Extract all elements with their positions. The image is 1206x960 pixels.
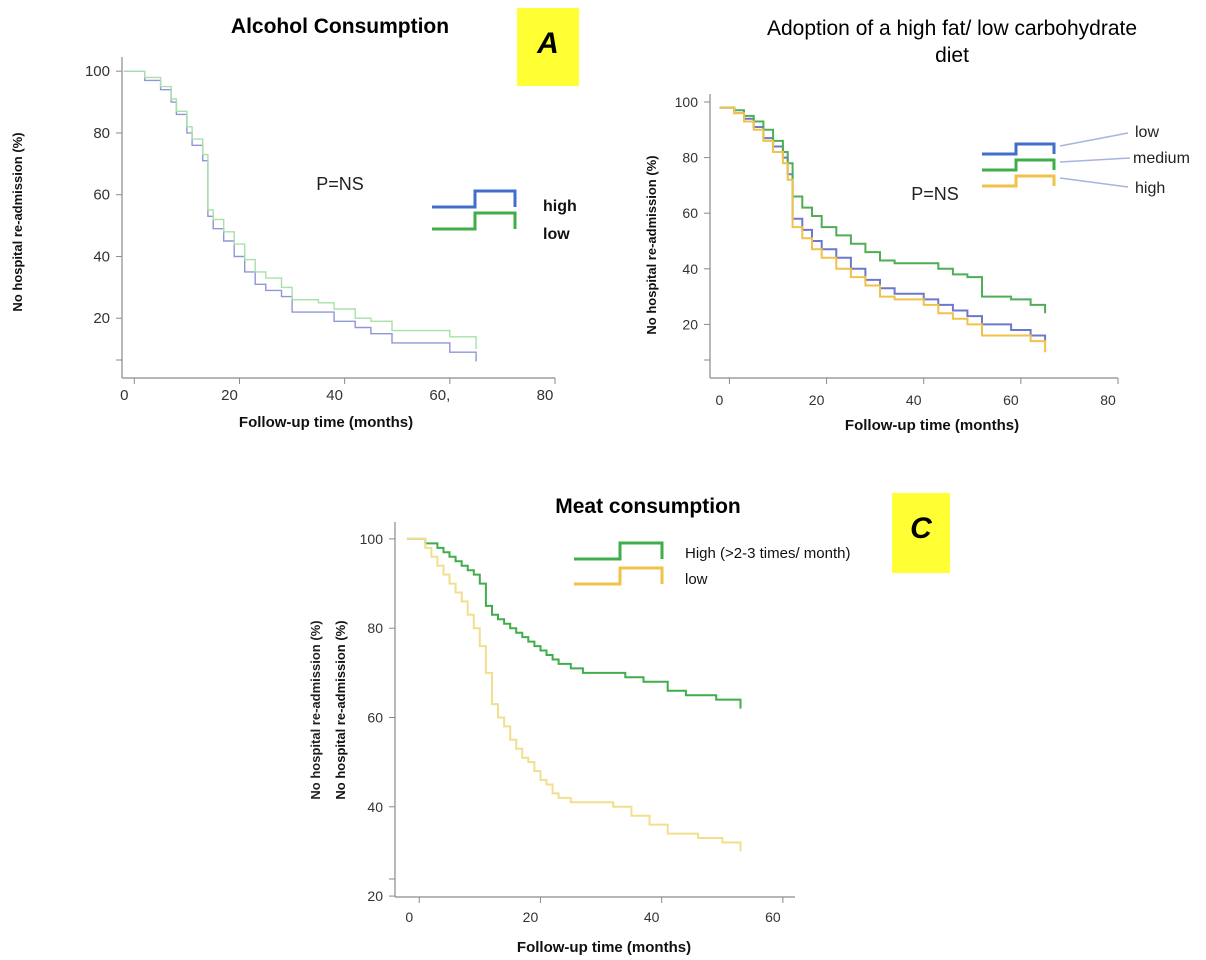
legend-label: low — [543, 226, 570, 243]
legend-label: high — [543, 198, 577, 215]
chart-title-line-1: Adoption of a high fat/ low carbohydrate — [767, 17, 1137, 40]
legend-label: High (>2-3 times/ month) — [685, 545, 850, 562]
legend-leader-line — [1059, 177, 1129, 188]
km-curve-medium — [719, 106, 1047, 314]
y-tick-label: 80 — [93, 125, 110, 142]
legend-label: low — [685, 571, 708, 588]
x-tick-label: 0 — [716, 392, 724, 408]
x-tick-label: 40 — [326, 387, 343, 404]
x-tick-label: 20 — [221, 387, 238, 404]
legend-swatch — [982, 158, 1056, 172]
legend-label: low — [1135, 124, 1159, 141]
legend-swatch — [574, 541, 664, 561]
y-tick-label: 100 — [675, 94, 699, 110]
y-tick-label: 60 — [682, 205, 698, 221]
x-tick-label: 20 — [523, 909, 539, 925]
panel-label-badge — [517, 8, 579, 86]
panel-high-fat-diet: Adoption of a high fat/ low carbohydrate… — [644, 17, 1190, 434]
y-tick-label: 40 — [93, 248, 110, 265]
y-tick-label: 40 — [682, 261, 698, 277]
legend-swatch — [432, 211, 517, 231]
x-tick-label: 60, — [429, 387, 450, 404]
chart-title: Alcohol Consumption — [231, 15, 449, 38]
km-curve-low — [123, 70, 477, 350]
panel-alcohol-consumption: Alcohol Consumption A 20 40 60 80 100 0 20 40 60, 8… — [10, 8, 579, 431]
panel-label: A — [536, 27, 559, 60]
y-tick-label: 40 — [367, 799, 383, 815]
chart-title: Meat consumption — [555, 495, 741, 518]
legend-label: high — [1135, 180, 1165, 197]
y-axis-label: No hospital re-admission (%) — [333, 620, 348, 799]
x-tick-label: 0 — [120, 387, 128, 404]
x-tick-label: 40 — [906, 392, 922, 408]
x-axis-label: Follow-up time (months) — [517, 939, 691, 956]
x-tick-label: 40 — [644, 909, 660, 925]
x-tick-label: 80 — [1100, 392, 1116, 408]
panel-label: C — [910, 512, 933, 545]
p-value-annotation: P=NS — [316, 174, 364, 194]
legend-swatch — [982, 142, 1056, 156]
y-tick-label: 20 — [682, 316, 698, 332]
y-tick-label: 100 — [360, 531, 384, 547]
x-tick-label: 60 — [765, 909, 781, 925]
km-curve-high — [123, 70, 477, 362]
panel-meat-consumption: Meat consumption C 20 40 60 80 100 0 20 40 60 Follo… — [308, 493, 950, 956]
y-axis-label: No hospital re-admission (%) — [10, 132, 25, 311]
y-axis-label-duplicate: No hospital re-admission (%) — [308, 620, 323, 799]
legend-leader-line — [1059, 157, 1131, 163]
y-tick-label: 100 — [85, 63, 110, 80]
legend-swatch — [982, 174, 1056, 188]
legend-swatch — [574, 566, 664, 586]
km-curve-low — [407, 537, 742, 852]
x-tick-label: 80 — [537, 387, 554, 404]
y-tick-label: 20 — [93, 310, 110, 327]
legend-leader-line — [1059, 132, 1129, 147]
legend-label: medium — [1133, 150, 1190, 167]
y-axis-label: No hospital re-admission (%) — [644, 155, 659, 334]
panel-label-badge — [892, 493, 950, 573]
x-tick-label: 20 — [809, 392, 825, 408]
x-tick-label: 60 — [1003, 392, 1019, 408]
x-tick-label: 0 — [405, 909, 413, 925]
chart-title-line-2: diet — [935, 44, 969, 67]
y-tick-label: 60 — [93, 187, 110, 204]
km-curve-high — [407, 537, 742, 709]
km-curve-high — [719, 106, 1047, 353]
y-tick-label: 80 — [682, 150, 698, 166]
legend-swatch — [432, 189, 517, 209]
x-axis-label: Follow-up time (months) — [845, 417, 1019, 434]
y-tick-label: 60 — [367, 710, 383, 726]
km-curve-low — [719, 106, 1047, 342]
y-tick-label: 20 — [367, 888, 383, 904]
p-value-annotation: P=NS — [911, 184, 959, 204]
x-axis-label: Follow-up time (months) — [239, 414, 413, 431]
y-tick-label: 80 — [367, 620, 383, 636]
